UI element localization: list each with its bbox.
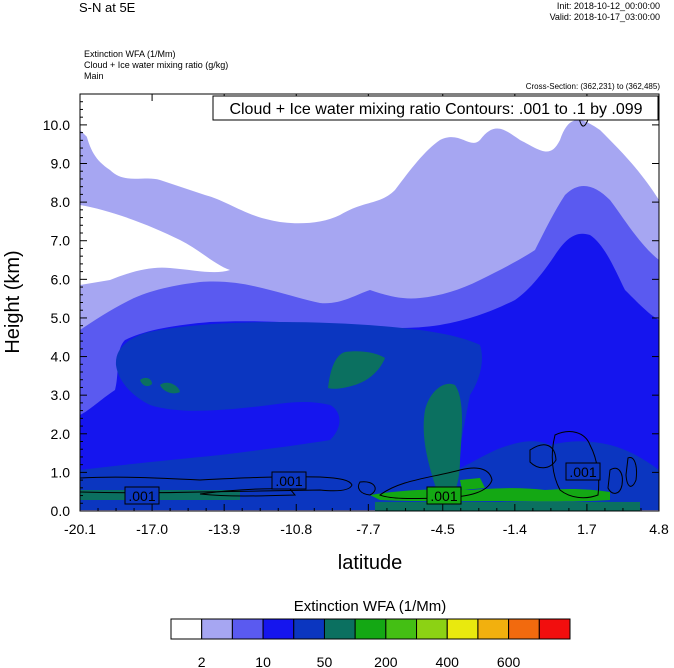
y-tick-label: 1.0 [51, 464, 71, 480]
colorbar-tick-label: 10 [255, 654, 271, 668]
contour-line [607, 467, 623, 494]
time-info: Init: 2018-10-12_00:00:00 Valid: 2018-10… [550, 1, 660, 23]
y-tick-label: 6.0 [51, 271, 71, 287]
field-green-patch [460, 478, 485, 490]
field-teal-4 [160, 382, 180, 394]
y-tick-label: 3.0 [51, 387, 71, 403]
contour-value-label: .001 [128, 488, 155, 504]
colorbar-swatch [170, 618, 203, 640]
contour-legend-text: Cloud + Ice water mixing ratio Contours:… [229, 101, 642, 118]
colorbar-tick-label: 400 [436, 654, 460, 668]
x-axis-label: latitude [338, 552, 403, 574]
colorbar-title: Extinction WFA (1/Mm) [294, 598, 447, 615]
plot-title: S-N at 5E [79, 0, 136, 15]
field-white-corner [80, 125, 127, 155]
x-tick-label: -13.9 [208, 521, 240, 537]
contour-line [199, 488, 297, 497]
colorbar-tick-label: 2 [198, 654, 206, 668]
x-tick-label: 1.7 [577, 521, 597, 537]
x-tick-label: -7.7 [356, 521, 380, 537]
x-tick-label: -10.8 [280, 521, 312, 537]
contour-line [529, 444, 557, 469]
y-tick-label: 10.0 [43, 117, 70, 133]
colorbar-swatch [231, 618, 264, 640]
field-info: Extinction WFA (1/Mm) Cloud + Ice water … [84, 49, 228, 82]
contour-line [551, 431, 600, 499]
colorbar-swatch [293, 618, 325, 640]
y-tick-label: 7.0 [51, 233, 71, 249]
contour-line [625, 456, 637, 487]
x-tick-label: 4.8 [649, 521, 669, 537]
colorbar-swatch [416, 618, 448, 640]
colorbar-swatch [538, 618, 571, 640]
cross-section-label: Cross-Section: (362,231) to (362,485) [525, 82, 660, 91]
contour-value-label: .001 [430, 488, 457, 504]
mixing-ratio-contours [80, 102, 637, 500]
colorbar-swatch [385, 618, 418, 640]
x-tick-label: -17.0 [136, 521, 168, 537]
field-white-left [80, 205, 230, 285]
y-tick-label: 2.0 [51, 426, 71, 442]
colorbar: 2 10 50 200 400 600 [170, 618, 571, 668]
contour-label-box [271, 471, 307, 490]
y-tick-label: 0.0 [51, 503, 71, 519]
x-tick-label: -20.1 [64, 521, 96, 537]
field-extinction: Extinction WFA (1/Mm) [84, 49, 176, 59]
field-teal-2 [423, 383, 463, 505]
y-tick-label: 4.0 [51, 349, 71, 365]
colorbar-tick-label: 200 [374, 654, 398, 668]
colorbar-swatch [262, 618, 295, 640]
contour-line [378, 467, 493, 500]
field-teal-surface [375, 502, 640, 511]
y-axis-label: Height (km) [2, 250, 24, 353]
contour-label-box [124, 486, 160, 505]
field-mixing-ratio: Cloud + Ice water mixing ratio (g/kg) [84, 60, 229, 70]
colorbar-swatch [477, 618, 510, 640]
init-time: Init: 2018-10-12_00:00:00 [556, 1, 660, 11]
colorbar-swatch [446, 618, 479, 640]
contour-line [357, 481, 376, 496]
colorbar-swatch [354, 618, 387, 640]
field-white-top [80, 94, 659, 224]
y-tick-label: 5.0 [51, 310, 71, 326]
contour-value-labels: .001 .001 .001 .001 [124, 462, 601, 505]
axes: -20.1 -17.0 -13.9 -10.8 -7.7 -4.5 -1.4 1.7 4.8 0.… [43, 93, 669, 537]
colorbar-swatch [323, 618, 356, 640]
contour-label-box [565, 462, 601, 481]
contour-label-box [426, 486, 462, 505]
colorbar-tick-label: 600 [497, 654, 521, 668]
contour-line [80, 476, 353, 494]
field-teal-1 [328, 351, 385, 389]
x-tick-label: -4.5 [431, 521, 455, 537]
contour-value-label: .001 [569, 464, 596, 480]
field-dark-blue [80, 322, 659, 510]
colorbar-swatch [201, 618, 233, 640]
y-tick-label: 8.0 [51, 194, 71, 210]
colorbar-swatch [508, 618, 540, 640]
x-tick-label: -1.4 [503, 521, 527, 537]
extinction-field [80, 94, 659, 511]
contour-legend-box [212, 95, 659, 121]
field-teal-3 [140, 377, 152, 387]
y-tick-label: 9.0 [51, 156, 71, 172]
valid-time: Valid: 2018-10-17_03:00:00 [549, 12, 660, 22]
field-main: Main [84, 71, 104, 81]
contour-value-label: .001 [275, 473, 302, 489]
colorbar-tick-label: 50 [317, 654, 333, 668]
